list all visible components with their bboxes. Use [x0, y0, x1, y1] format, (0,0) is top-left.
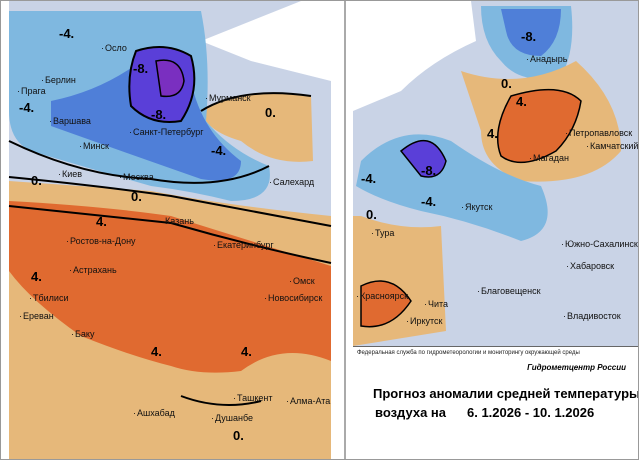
contour-label: 4. — [516, 94, 527, 109]
city-label: Петропавловск — [565, 128, 632, 138]
city-label: Чита — [424, 299, 448, 309]
city-label: Минск — [79, 141, 109, 151]
city-label: Екатеринбург — [213, 240, 274, 250]
left-map-panel — [8, 1, 332, 459]
city-label: Москва — [119, 172, 154, 182]
city-label: Благовещенск — [477, 286, 541, 296]
map-title-line2: воздуха на — [375, 405, 447, 420]
contour-label: -8. — [421, 163, 437, 178]
contour-label: 0. — [501, 76, 512, 91]
city-label: Прага — [17, 86, 46, 96]
city-label: Алма-Ата — [286, 396, 330, 406]
contour-label: 0. — [131, 189, 142, 204]
contour-label: -4. — [59, 26, 75, 41]
agency-name: Федеральная служба по гидрометеорологии … — [357, 350, 580, 356]
city-label: Камчатский — [586, 141, 638, 151]
city-label: Ашхабад — [133, 408, 175, 418]
city-label: Южно-Сахалинск — [561, 239, 638, 249]
city-label: Новосибирск — [264, 293, 322, 303]
contour-label: -8. — [521, 29, 537, 44]
city-label: Астрахань — [69, 265, 117, 275]
city-label: Варшава — [49, 116, 91, 126]
contour-label: -4. — [361, 171, 377, 186]
legend-box: Федеральная служба по гидрометеорологии … — [353, 346, 639, 459]
city-label: Магадан — [529, 153, 569, 163]
city-label: Красноярск — [356, 291, 408, 301]
contour-label: -4. — [211, 143, 227, 158]
city-label: Иркутск — [406, 316, 442, 326]
contour-label: 0. — [366, 207, 377, 222]
contour-label: 4. — [96, 214, 107, 229]
contour-label: 0. — [265, 105, 276, 120]
contour-label: -4. — [19, 100, 35, 115]
city-label: Ростов-на-Дону — [66, 236, 136, 246]
city-label: Берлин — [41, 75, 76, 85]
contour-label: -8. — [133, 61, 149, 76]
city-label: Тура — [371, 228, 394, 238]
center-name: Гидрометцентр России — [527, 363, 626, 372]
city-label: Душанбе — [211, 413, 253, 423]
city-label: Омск — [289, 276, 315, 286]
city-label: Казань — [161, 216, 194, 226]
city-label: Хабаровск — [566, 261, 614, 271]
city-label: Осло — [101, 43, 127, 53]
city-label: Баку — [71, 329, 94, 339]
city-label: Салехард — [269, 177, 314, 187]
date-range: 6. 1.2026 - 10. 1.2026 — [467, 405, 595, 420]
city-label: Анадырь — [526, 54, 567, 64]
city-label: Киев — [58, 169, 82, 179]
contour-label: -4. — [421, 194, 437, 209]
city-label: Санкт-Петербург — [129, 127, 204, 137]
contour-label: 4. — [487, 126, 498, 141]
city-label: Тбилиси — [29, 293, 69, 303]
contour-label: 4. — [31, 269, 42, 284]
contour-label: 4. — [241, 344, 252, 359]
contour-label: 0. — [31, 173, 42, 188]
city-label: Ереван — [19, 311, 54, 321]
map-title: Прогноз аномалии средней температуры — [373, 386, 639, 401]
city-label: Ташкент — [233, 393, 272, 403]
contour-label: 0. — [233, 428, 244, 443]
contour-label: -8. — [151, 107, 167, 122]
city-label: Мурманск — [205, 93, 251, 103]
city-label: Якутск — [461, 202, 493, 212]
city-label: Владивосток — [563, 311, 621, 321]
contour-label: 4. — [151, 344, 162, 359]
